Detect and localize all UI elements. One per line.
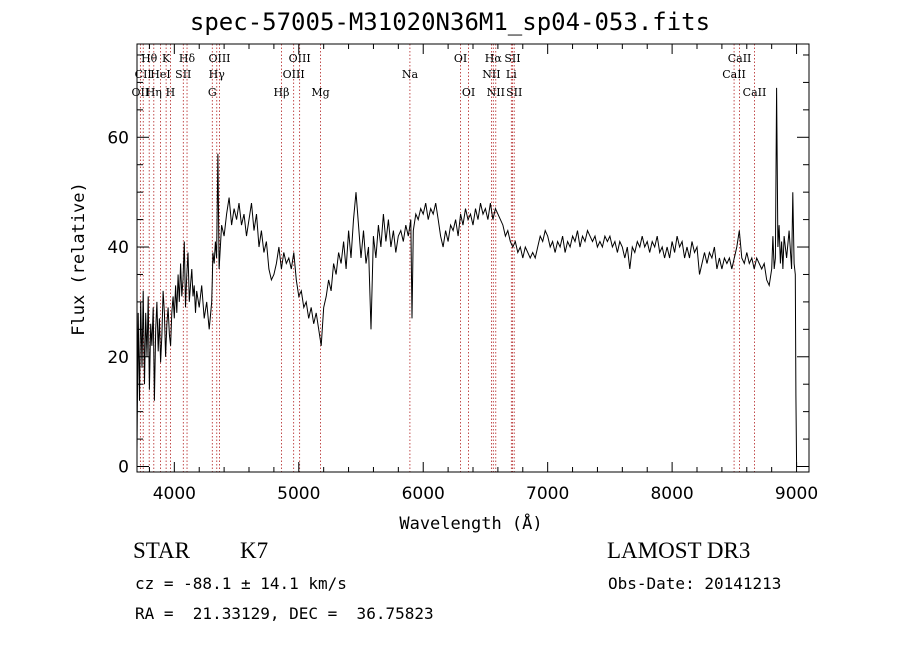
axis-ticks — [137, 44, 809, 472]
x-tick-label: 9000 — [775, 484, 818, 504]
chart-title: spec-57005-M31020N36M1_sp04-053.fits — [189, 8, 711, 36]
line-marker-label: HeI — [150, 68, 170, 81]
coordinates: RA = 21.33129, DEC = 36.75823 — [135, 604, 434, 623]
line-marker-label: SII — [506, 86, 522, 99]
line-marker-label: K — [162, 52, 171, 65]
line-markers — [139, 44, 755, 472]
y-tick-label: 60 — [107, 128, 129, 148]
line-marker-label: Hβ — [274, 86, 290, 99]
redshift-value: cz = -88.1 ± 14.1 km/s — [135, 574, 347, 593]
line-marker-label: OII — [132, 86, 150, 99]
axis-tick-labels: 4000 5000 6000 7000 8000 9000 0 20 40 60 — [107, 128, 818, 504]
line-marker-label: NII — [487, 86, 505, 99]
line-marker-label: SII — [175, 68, 191, 81]
line-marker-label: Hη — [146, 86, 162, 99]
line-marker-label: OI — [454, 52, 467, 65]
x-tick-label: 8000 — [650, 484, 693, 504]
line-marker-label: Hγ — [209, 68, 226, 81]
object-class: STAR — [133, 538, 190, 563]
x-tick-label: 7000 — [526, 484, 569, 504]
survey-name: LAMOST DR3 — [607, 538, 751, 563]
line-marker-labels: Hθ CII OII K HeI Hη Hδ SII H OIII Hγ G OIII OIII Hβ Mg N… — [132, 52, 767, 99]
line-marker-label: OIII — [283, 68, 305, 81]
y-tick-label: 0 — [118, 458, 129, 478]
line-marker-label: CaII — [743, 86, 767, 99]
line-marker-label: CaII — [722, 68, 746, 81]
line-marker-label: OIII — [208, 52, 230, 65]
y-axis-label: Flux (relative) — [69, 182, 89, 336]
line-marker-label: Hδ — [179, 52, 196, 65]
y-tick-label: 20 — [107, 348, 129, 368]
line-marker-label: OIII — [289, 52, 311, 65]
spectrum-line — [136, 87, 798, 467]
line-marker-label: OI — [462, 86, 475, 99]
object-subclass: K7 — [240, 538, 269, 563]
x-axis-label: Wavelength (Å) — [399, 512, 542, 534]
line-marker-label: CaII — [728, 52, 752, 65]
line-marker-label: Mg — [311, 86, 329, 99]
line-marker-label: CII — [135, 68, 152, 81]
line-marker-label: Na — [402, 68, 419, 81]
line-marker-label: NII — [482, 68, 500, 81]
line-marker-label: G — [208, 86, 217, 99]
line-marker-label: H — [166, 86, 176, 99]
y-tick-label: 40 — [107, 238, 129, 258]
line-marker-label: SII — [504, 52, 520, 65]
observation-date: Obs-Date: 20141213 — [608, 574, 782, 593]
x-tick-label: 6000 — [402, 484, 445, 504]
line-marker-label: Hα — [485, 52, 503, 65]
line-marker-label: Li — [506, 68, 517, 81]
x-tick-label: 4000 — [153, 484, 196, 504]
line-marker-label: Hθ — [141, 52, 158, 65]
x-tick-label: 5000 — [277, 484, 320, 504]
